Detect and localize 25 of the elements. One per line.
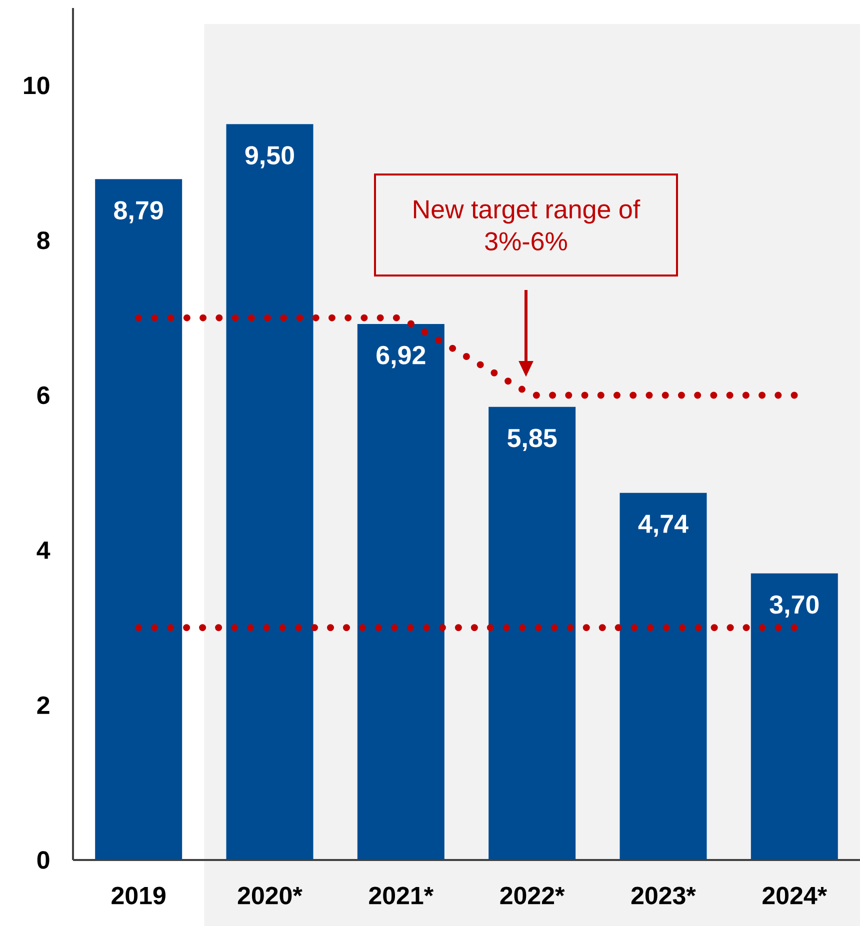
bar [488,406,576,860]
bar [357,324,444,860]
bar [226,124,314,860]
y-tick-label: 6 [37,386,50,404]
data-label: 9,50 [245,146,294,168]
bar [750,573,838,860]
x-tick-label: 2023* [631,886,696,904]
x-tick-label: 2019 [112,886,166,904]
data-label: 5,85 [508,428,557,451]
bar [95,179,182,860]
data-label: 8,79 [114,201,163,224]
x-tick-label: 2024* [762,886,828,904]
data-label: 6,92 [376,346,426,368]
y-tick-label: 2 [37,696,50,714]
x-tick-label: 2022* [500,886,565,904]
data-label: 4,74 [638,514,688,537]
y-tick-label: 0 [37,851,50,869]
annotation: New target range of 3%-6% [414,199,640,251]
x-tick-label: 2020* [238,886,302,904]
bar [620,492,707,860]
x-tick-label: 2021* [369,886,434,904]
y-tick-label: 8 [37,232,50,250]
y-tick-label: 10 [24,76,50,94]
y-tick-label: 4 [36,542,50,559]
data-label: 3,70 [770,595,819,618]
